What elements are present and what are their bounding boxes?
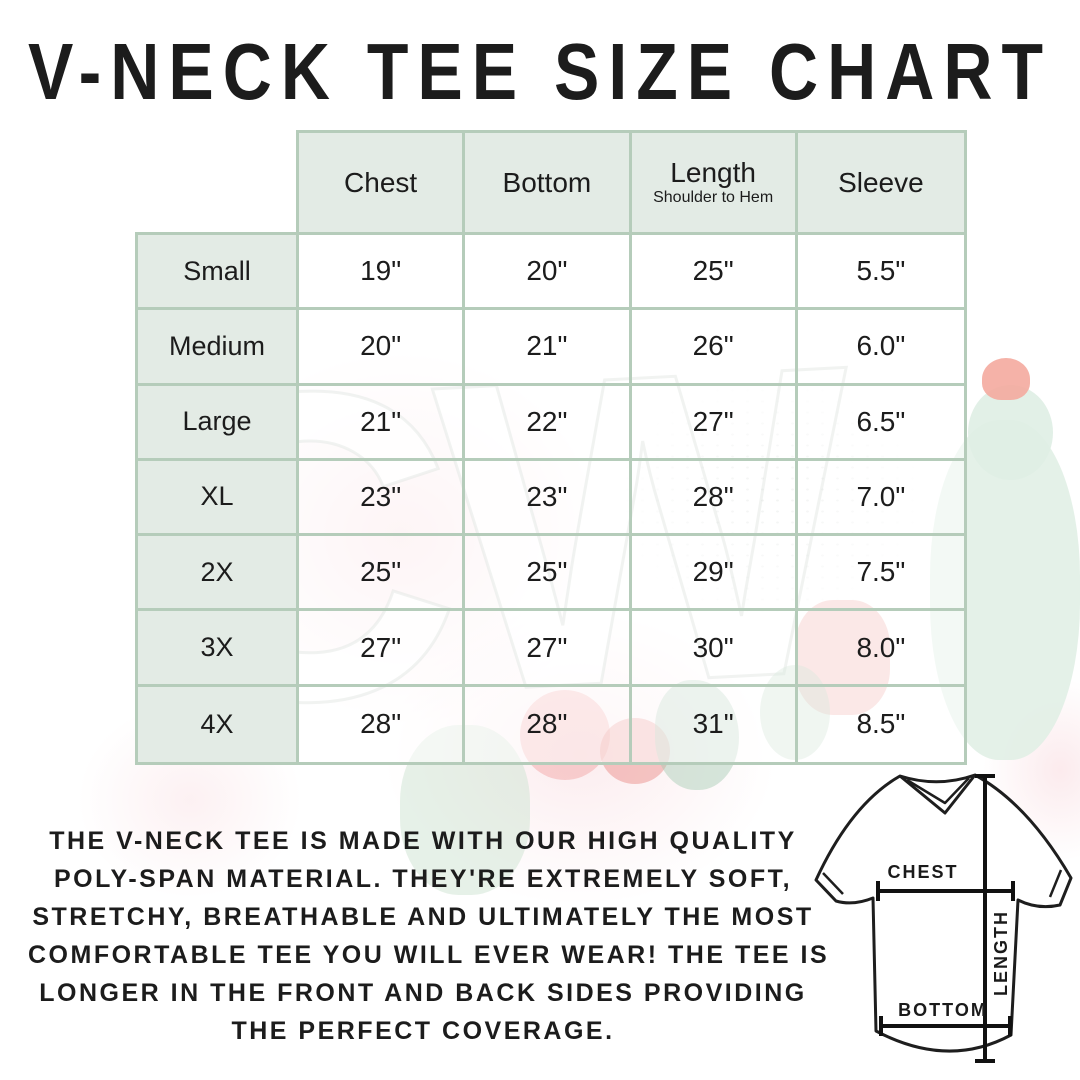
description-line: COMFORTABLE TEE YOU WILL EVER WEAR! THE … bbox=[28, 941, 830, 969]
value-2x-chest: 25" bbox=[299, 536, 466, 612]
value-xl-length: 28" bbox=[631, 460, 798, 537]
material-description: THE V-NECK TEE IS MADE WITH OUR HIGH QUA… bbox=[28, 822, 830, 1050]
row-label-4x: 4X bbox=[138, 686, 296, 762]
description-line: THE PERFECT COVERAGE. bbox=[231, 1017, 615, 1045]
row-label-xl: XL bbox=[138, 460, 296, 537]
row-label-large: Large bbox=[138, 385, 296, 461]
value-small-length: 25" bbox=[631, 235, 798, 311]
value-large-chest: 21" bbox=[299, 385, 466, 461]
row-label-small: Small bbox=[138, 235, 296, 311]
size-table-row-labels: Small Medium Large XL 2X 3X 4X bbox=[135, 232, 296, 765]
description-line: POLY-SPAN MATERIAL. THEY'RE EXTREMELY SO… bbox=[53, 865, 793, 893]
value-small-sleeve: 5.5" bbox=[797, 235, 964, 311]
value-medium-length: 26" bbox=[631, 310, 798, 386]
value-3x-length: 30" bbox=[631, 611, 798, 687]
description-line: THE V-NECK TEE IS MADE WITH OUR HIGH QUA… bbox=[49, 827, 797, 855]
value-small-chest: 19" bbox=[299, 235, 466, 311]
page-title: V-NECK TEE SIZE CHART bbox=[28, 27, 1052, 117]
column-header-label: Chest bbox=[344, 166, 418, 198]
value-medium-sleeve: 6.0" bbox=[797, 310, 964, 386]
value-3x-sleeve: 8.0" bbox=[797, 611, 964, 687]
value-2x-length: 29" bbox=[631, 536, 798, 612]
column-header-bottom: Bottom bbox=[465, 133, 632, 232]
bottom-label: BOTTOM bbox=[898, 1000, 988, 1020]
left-cuff-seam bbox=[822, 872, 844, 895]
column-header-chest: Chest bbox=[299, 133, 466, 232]
vneck-collar-outer bbox=[899, 774, 977, 815]
chest-measure-line bbox=[876, 881, 1015, 901]
value-xl-chest: 23" bbox=[299, 460, 466, 537]
value-xl-sleeve: 7.0" bbox=[797, 460, 964, 537]
value-medium-chest: 20" bbox=[299, 310, 466, 386]
length-measure-line bbox=[975, 774, 995, 1063]
column-header-sleeve: Sleeve bbox=[797, 133, 964, 232]
value-large-bottom: 22" bbox=[465, 385, 632, 461]
row-label-medium: Medium bbox=[138, 310, 296, 386]
column-header-sublabel: Shoulder to Hem bbox=[653, 189, 774, 206]
column-header-label: Sleeve bbox=[838, 166, 924, 198]
column-header-label: Length bbox=[670, 157, 756, 188]
size-table-values: 19" 20" 25" 5.5" 20" 21" 26" 6.0" 21" 22… bbox=[296, 232, 967, 765]
value-large-length: 27" bbox=[631, 385, 798, 461]
value-4x-bottom: 28" bbox=[465, 686, 632, 762]
value-4x-length: 31" bbox=[631, 686, 798, 762]
watermark-cactus-flower bbox=[982, 358, 1030, 400]
bottom-measure-line bbox=[879, 1016, 1012, 1036]
value-3x-bottom: 27" bbox=[465, 611, 632, 687]
value-medium-bottom: 21" bbox=[465, 310, 632, 386]
value-4x-sleeve: 8.5" bbox=[797, 686, 964, 762]
column-header-length: Length Shoulder to Hem bbox=[631, 133, 798, 232]
watermark-cactus bbox=[968, 385, 1053, 480]
tee-measurement-diagram: CHEST BOTTOM LENGTH bbox=[814, 773, 1073, 1063]
size-table-header: Chest Bottom Length Shoulder to Hem Slee… bbox=[296, 130, 967, 232]
description-line: STRETCHY, BREATHABLE AND ULTIMATELY THE … bbox=[32, 903, 814, 931]
row-label-3x: 3X bbox=[138, 611, 296, 687]
value-2x-bottom: 25" bbox=[465, 536, 632, 612]
length-label: LENGTH bbox=[991, 910, 1011, 996]
value-xl-bottom: 23" bbox=[465, 460, 632, 537]
column-header-label: Bottom bbox=[502, 166, 592, 198]
right-cuff-seam bbox=[1048, 869, 1063, 898]
row-label-2x: 2X bbox=[138, 536, 296, 612]
value-2x-sleeve: 7.5" bbox=[797, 536, 964, 612]
description-line: LONGER IN THE FRONT AND BACK SIDES PROVI… bbox=[39, 979, 807, 1007]
value-large-sleeve: 6.5" bbox=[797, 385, 964, 461]
value-3x-chest: 27" bbox=[299, 611, 466, 687]
vneck-collar-inner bbox=[906, 777, 970, 805]
chest-label: CHEST bbox=[887, 862, 958, 882]
value-small-bottom: 20" bbox=[465, 235, 632, 311]
value-4x-chest: 28" bbox=[299, 686, 466, 762]
